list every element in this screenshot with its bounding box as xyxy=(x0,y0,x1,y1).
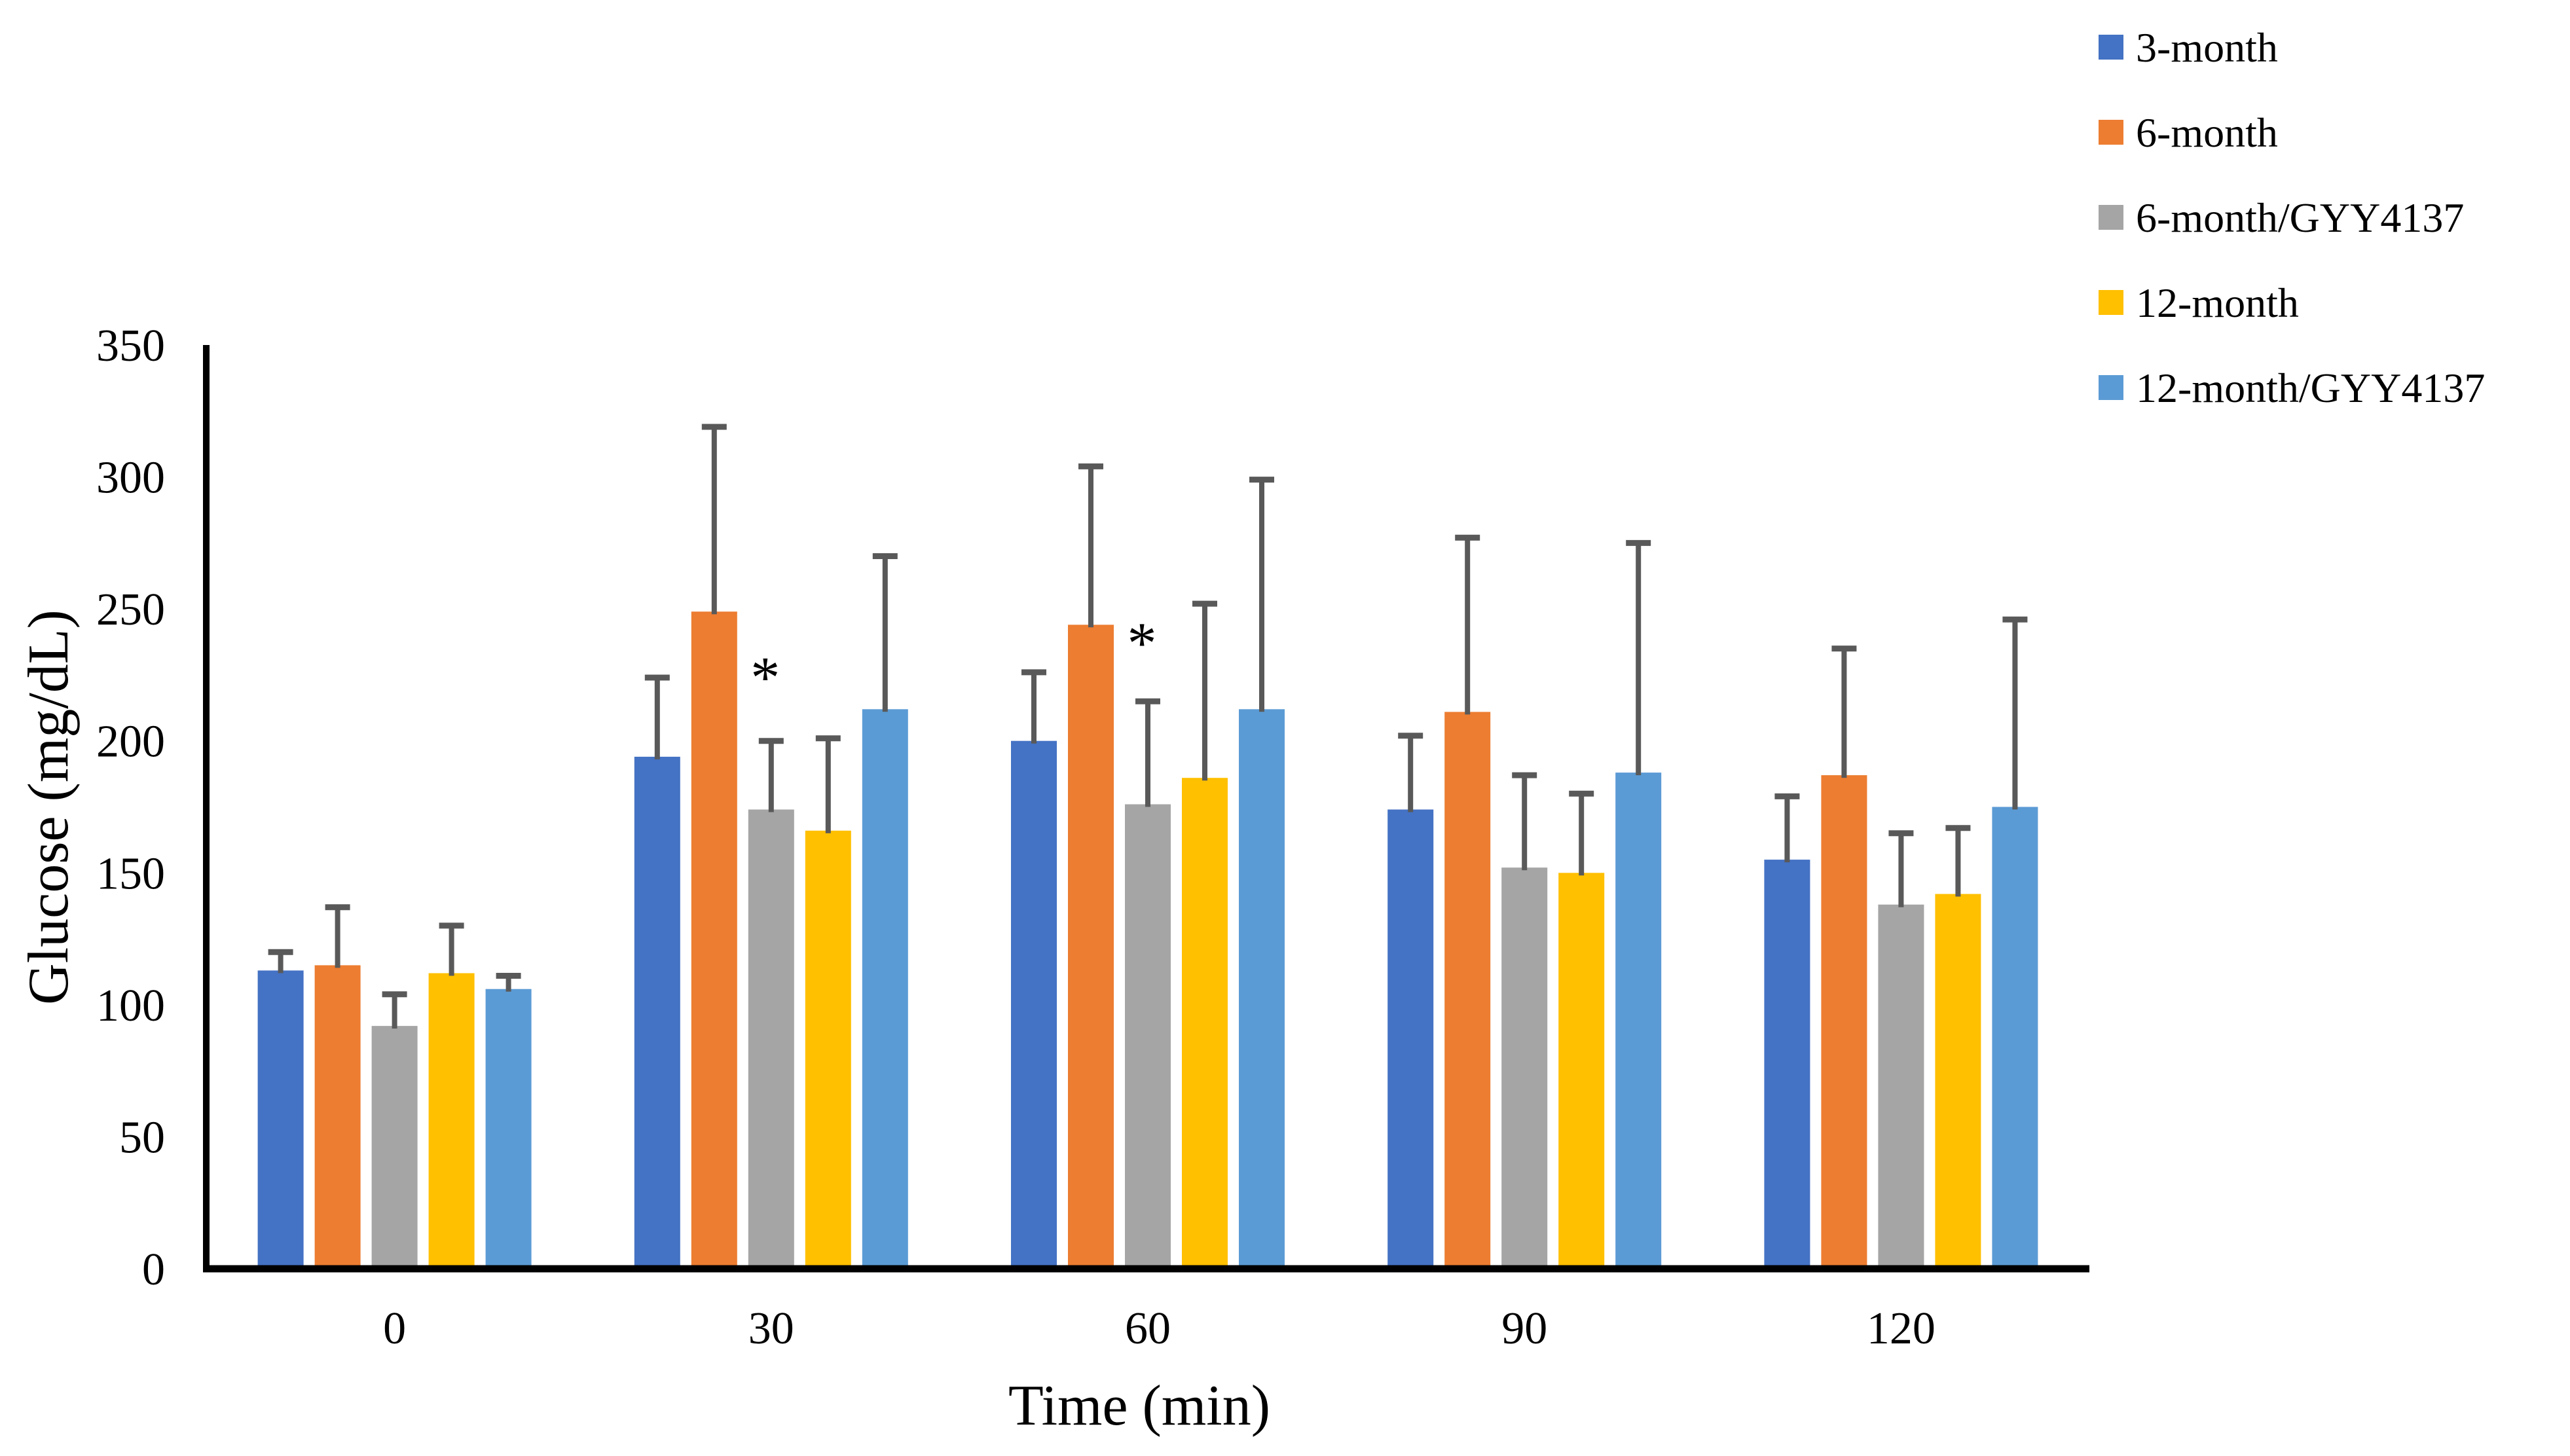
axis-labels-layer: 0 50 100 150 200 250 300 350 0 30 60 90 120 xyxy=(96,321,1936,1354)
bar-3-month-t30 xyxy=(634,756,680,1269)
bar-6-month-t30 xyxy=(691,611,737,1269)
legend-swatch-3-month xyxy=(2099,35,2123,60)
x-tick-label-30: 30 xyxy=(748,1303,794,1354)
y-tick-label-300: 300 xyxy=(96,453,165,503)
legend-label-6-month: 6-month xyxy=(2136,109,2278,156)
legend-swatch-12-month xyxy=(2099,290,2123,315)
axes-layer xyxy=(203,345,2089,1273)
legend-swatch-6-month/GYY4137 xyxy=(2099,205,2123,230)
y-tick-label-100: 100 xyxy=(96,981,165,1031)
bar-12-month/GYY4137-t30 xyxy=(862,709,908,1269)
y-tick-label-150: 150 xyxy=(96,848,165,899)
bar-12-month-t90 xyxy=(1558,873,1605,1269)
bar-12-month-t120 xyxy=(1935,894,1981,1269)
annotations-layer: ** xyxy=(750,611,1156,710)
y-tick-label-250: 250 xyxy=(96,585,165,635)
x-tick-label-120: 120 xyxy=(1867,1303,1936,1354)
bar-6-month-t120 xyxy=(1821,775,1867,1269)
legend: 3-month 6-month 6-month/GYY4137 12-month 12-… xyxy=(2099,24,2485,411)
bar-6-month/GYY4137-t60 xyxy=(1125,804,1171,1269)
bar-12-month-t60 xyxy=(1182,778,1228,1269)
bar-3-month-t120 xyxy=(1764,860,1810,1269)
legend-label-12-month/GYY4137: 12-month/GYY4137 xyxy=(2136,365,2485,411)
bar-12-month/GYY4137-t0 xyxy=(485,989,532,1269)
bar-6-month/GYY4137-t90 xyxy=(1501,867,1548,1269)
x-tick-label-90: 90 xyxy=(1501,1303,1547,1354)
error-bars-layer xyxy=(268,424,2028,1029)
bar-12-month-t30 xyxy=(805,830,851,1269)
bar-6-month-t60 xyxy=(1068,625,1114,1269)
y-tick-label-350: 350 xyxy=(96,321,165,371)
bar-6-month-t0 xyxy=(314,965,361,1269)
legend-swatch-6-month xyxy=(2099,120,2123,145)
y-tick-label-200: 200 xyxy=(96,717,165,767)
significance-asterisk-t30: * xyxy=(750,646,780,710)
bars-layer xyxy=(257,611,2038,1269)
legend-label-6-month/GYY4137: 6-month/GYY4137 xyxy=(2136,194,2464,241)
y-axis-title: Glucose (mg/dL) xyxy=(17,610,81,1005)
legend-label-3-month: 3-month xyxy=(2136,24,2278,71)
bar-3-month-t90 xyxy=(1387,809,1434,1269)
bar-3-month-t60 xyxy=(1011,740,1057,1269)
bar-12-month/GYY4137-t90 xyxy=(1615,773,1662,1269)
bar-12-month/GYY4137-t120 xyxy=(1992,807,2038,1269)
bar-12-month/GYY4137-t60 xyxy=(1239,709,1285,1269)
y-tick-label-50: 50 xyxy=(119,1112,165,1163)
x-axis-title: Time (min) xyxy=(1008,1374,1270,1438)
legend-label-12-month: 12-month xyxy=(2136,280,2299,326)
legend-swatch-12-month/GYY4137 xyxy=(2099,375,2123,400)
bar-12-month-t0 xyxy=(428,973,475,1269)
x-tick-label-0: 0 xyxy=(383,1303,406,1354)
bar-6-month/GYY4137-t0 xyxy=(371,1026,418,1269)
bar-6-month-t90 xyxy=(1444,712,1491,1269)
bar-6-month/GYY4137-t120 xyxy=(1878,904,1924,1269)
bar-6-month/GYY4137-t30 xyxy=(748,809,794,1269)
significance-asterisk-t60: * xyxy=(1128,611,1157,676)
x-tick-label-60: 60 xyxy=(1125,1303,1171,1354)
y-tick-label-0: 0 xyxy=(142,1245,165,1295)
bar-3-month-t0 xyxy=(257,970,304,1269)
